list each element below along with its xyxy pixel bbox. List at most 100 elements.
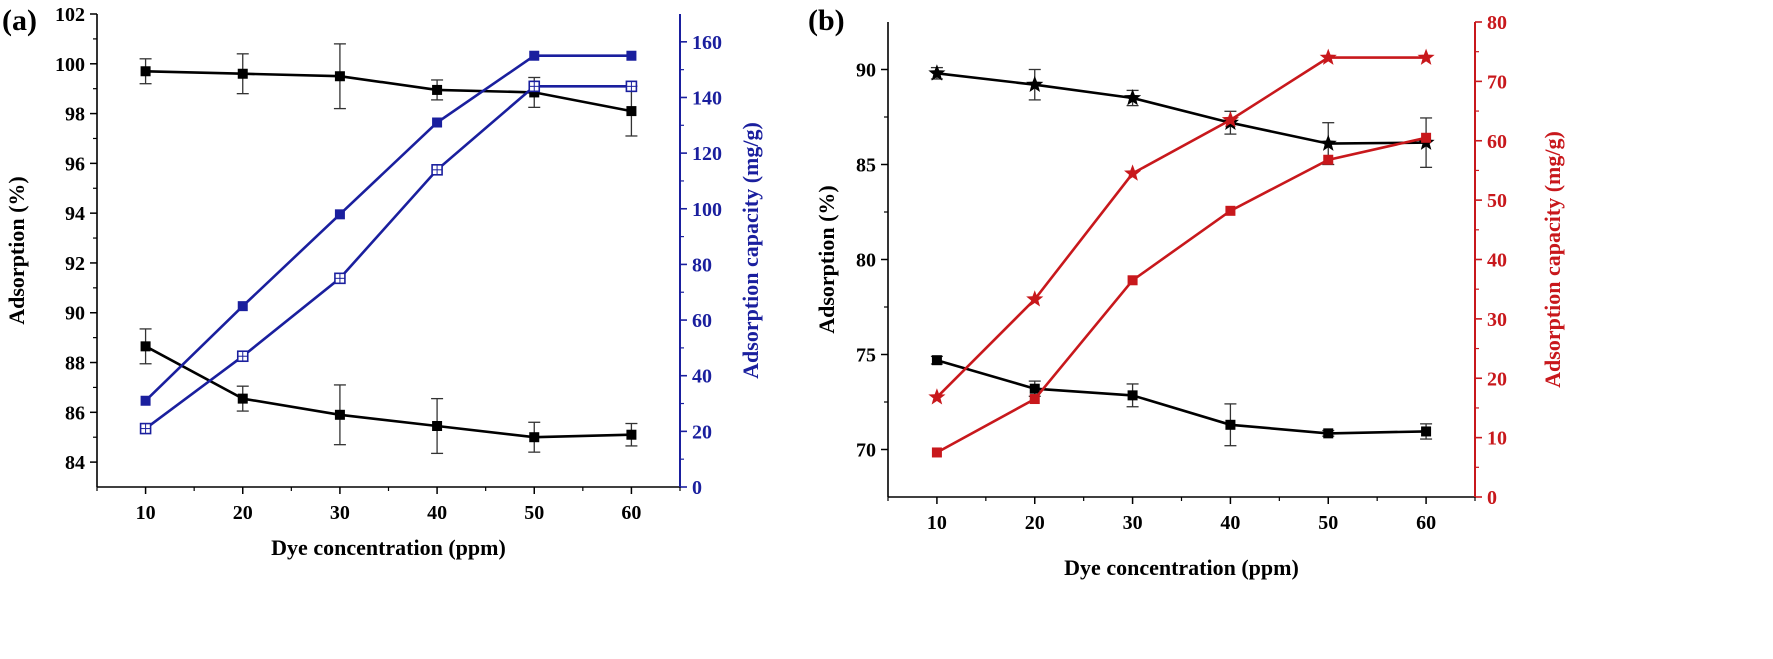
right-tick-label: 140 bbox=[692, 87, 722, 109]
data-point bbox=[931, 447, 942, 458]
x-tick-label: 50 bbox=[524, 502, 544, 524]
data-point bbox=[1029, 383, 1040, 394]
data-point bbox=[1026, 75, 1044, 92]
right-tick-label: 160 bbox=[692, 32, 722, 54]
left-tick-label: 94 bbox=[65, 203, 85, 225]
data-point bbox=[431, 164, 443, 176]
data-point bbox=[626, 106, 637, 117]
right-tick-label: 120 bbox=[692, 143, 722, 165]
data-point bbox=[139, 422, 152, 435]
right-tick-label: 80 bbox=[692, 254, 712, 276]
data-point bbox=[1421, 426, 1432, 437]
left-axis-title: Adsorption (%) bbox=[4, 176, 29, 325]
data-point bbox=[432, 117, 443, 128]
data-point bbox=[529, 87, 540, 98]
right-axis-title: Adsorption capacity (mg/g) bbox=[738, 122, 763, 379]
data-point bbox=[140, 341, 151, 352]
x-tick-label: 60 bbox=[1416, 512, 1436, 534]
data-point bbox=[528, 80, 541, 93]
series-capacity-open bbox=[139, 80, 638, 435]
data-point bbox=[625, 80, 638, 93]
data-point bbox=[432, 421, 443, 432]
data-point bbox=[237, 393, 248, 404]
data-point bbox=[1026, 290, 1044, 307]
data-point bbox=[334, 272, 346, 285]
x-tick-label: 10 bbox=[136, 502, 156, 524]
left-tick-label: 80 bbox=[856, 250, 876, 272]
series-capacity-square bbox=[931, 132, 1432, 458]
series-line bbox=[144, 54, 632, 402]
series-adsorption-high bbox=[139, 43, 638, 137]
left-tick-label: 86 bbox=[65, 402, 85, 424]
left-tick-label: 84 bbox=[65, 452, 85, 474]
data-point bbox=[334, 209, 345, 220]
x-tick-label: 40 bbox=[427, 502, 447, 524]
data-point bbox=[1323, 154, 1334, 165]
x-tick-label: 20 bbox=[1025, 512, 1045, 534]
data-point bbox=[1127, 390, 1138, 401]
data-point bbox=[928, 64, 946, 81]
data-point bbox=[236, 350, 249, 363]
data-point bbox=[1127, 275, 1138, 286]
x-tick-label: 20 bbox=[233, 502, 253, 524]
data-point bbox=[1124, 89, 1142, 106]
left-tick-label: 75 bbox=[856, 345, 876, 367]
x-tick-label: 40 bbox=[1220, 512, 1240, 534]
data-point bbox=[1225, 419, 1236, 430]
panel-b: 70 75 80 85 90 0 10 20 30 40 50 60 70 80 10 20 30 40 50 60 D… bbox=[808, 4, 1565, 580]
data-point bbox=[1221, 110, 1239, 128]
panel-label: (a) bbox=[2, 4, 37, 37]
panel-label: (b) bbox=[808, 4, 845, 37]
left-tick-label: 90 bbox=[856, 60, 876, 82]
data-point bbox=[140, 66, 151, 77]
x-tick-label: 60 bbox=[621, 502, 641, 524]
right-tick-label: 40 bbox=[1487, 250, 1507, 272]
left-tick-label: 102 bbox=[55, 4, 85, 26]
x-tick-label: 30 bbox=[330, 502, 350, 524]
data-point bbox=[1225, 205, 1236, 216]
data-point bbox=[1323, 428, 1334, 439]
data-point bbox=[237, 68, 248, 79]
left-tick-label: 92 bbox=[65, 253, 85, 275]
series-line bbox=[144, 85, 632, 430]
right-tick-label: 20 bbox=[1487, 368, 1507, 390]
right-tick-label: 100 bbox=[692, 199, 722, 221]
data-point bbox=[432, 84, 443, 95]
series-line bbox=[936, 358, 1427, 435]
data-point bbox=[626, 429, 637, 440]
left-axis-title: Adsorption (%) bbox=[814, 185, 839, 334]
x-tick-label: 10 bbox=[927, 512, 947, 534]
right-tick-label: 50 bbox=[1487, 190, 1507, 212]
left-tick-label: 85 bbox=[856, 155, 876, 177]
series-adsorption-low bbox=[139, 328, 638, 455]
x-axis-title: Dye concentration (ppm) bbox=[1064, 555, 1299, 580]
left-tick-label: 70 bbox=[856, 440, 876, 462]
series-line bbox=[144, 345, 632, 439]
series-adsorption-square bbox=[930, 355, 1433, 447]
right-tick-label: 20 bbox=[692, 421, 712, 443]
series-capacity-star bbox=[928, 48, 1435, 405]
left-tick-label: 88 bbox=[65, 353, 85, 375]
series-capacity-filled bbox=[140, 50, 637, 406]
data-point bbox=[529, 50, 540, 61]
right-tick-label: 10 bbox=[1487, 428, 1507, 450]
x-tick-label: 30 bbox=[1123, 512, 1143, 534]
x-tick-label: 50 bbox=[1318, 512, 1338, 534]
left-tick-label: 90 bbox=[65, 303, 85, 325]
right-tick-label: 30 bbox=[1487, 309, 1507, 331]
data-point bbox=[931, 355, 942, 366]
right-tick-label: 0 bbox=[692, 477, 702, 499]
right-tick-label: 60 bbox=[1487, 131, 1507, 153]
right-axis-title: Adsorption capacity (mg/g) bbox=[1540, 131, 1565, 388]
data-point bbox=[1124, 164, 1142, 181]
left-tick-label: 100 bbox=[55, 54, 85, 76]
data-point bbox=[237, 301, 248, 312]
data-point bbox=[1029, 394, 1040, 405]
data-point bbox=[1417, 48, 1435, 65]
data-point bbox=[1421, 132, 1432, 143]
right-tick-label: 80 bbox=[1487, 12, 1507, 34]
panel-a: 8486889092949698100102020406080100120140… bbox=[2, 4, 763, 560]
series-line bbox=[936, 136, 1427, 454]
data-point bbox=[140, 395, 151, 406]
